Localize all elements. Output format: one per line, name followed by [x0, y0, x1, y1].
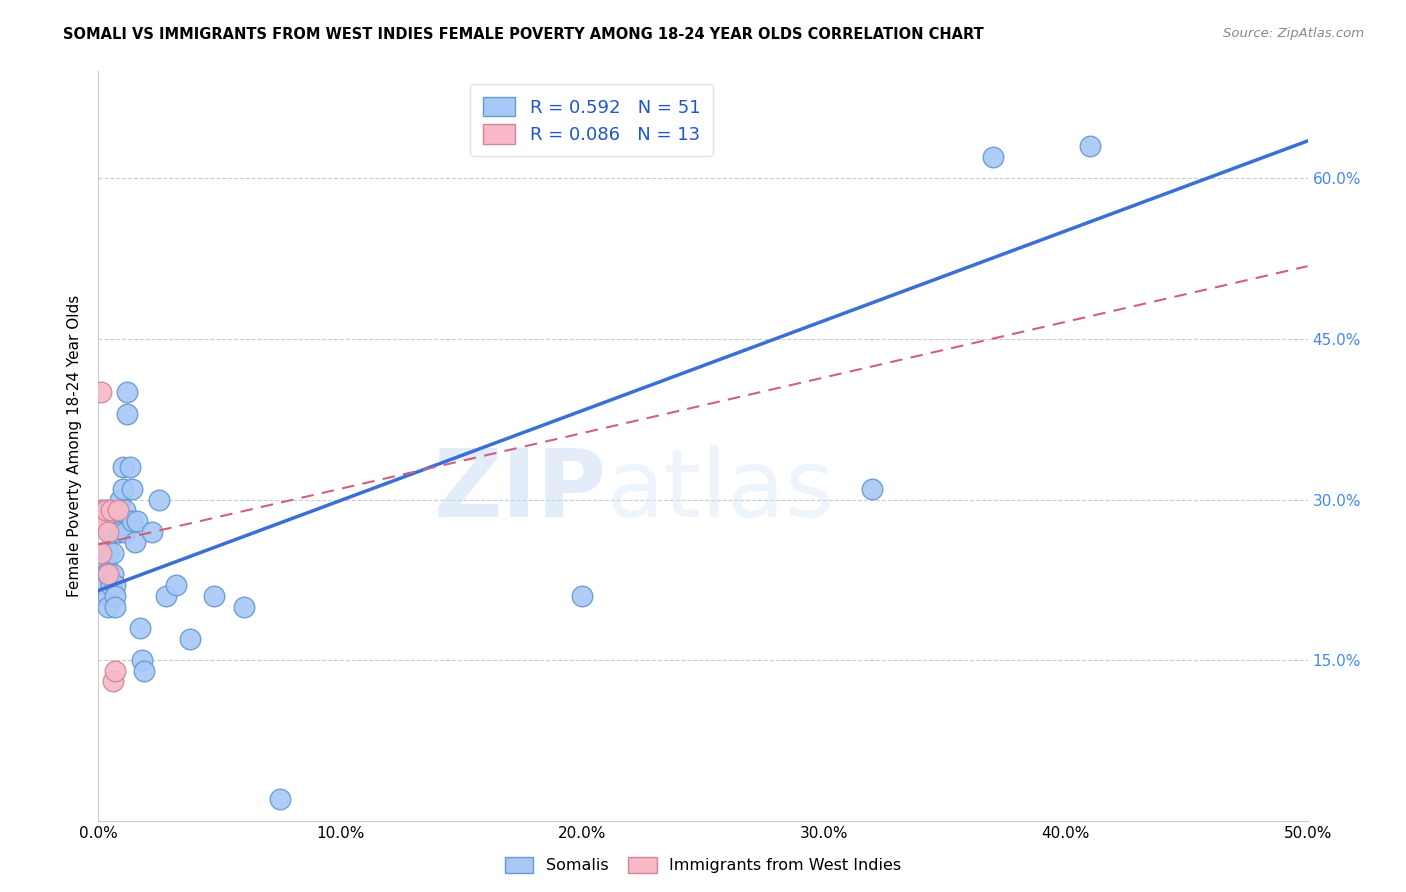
Point	[101, 524, 124, 539]
Point	[101, 546, 124, 560]
Point	[111, 482, 134, 496]
Point	[94, 557, 117, 571]
Point	[94, 503, 117, 517]
Point	[155, 589, 177, 603]
Point	[107, 503, 129, 517]
Point	[107, 524, 129, 539]
Point	[111, 460, 134, 475]
Point	[104, 599, 127, 614]
Point	[91, 514, 114, 528]
Point	[179, 632, 201, 646]
Text: ZIP: ZIP	[433, 445, 606, 537]
Point	[204, 589, 226, 603]
Point	[97, 599, 120, 614]
Text: atlas: atlas	[606, 445, 835, 537]
Point	[104, 664, 127, 678]
Point	[121, 514, 143, 528]
Point	[90, 557, 112, 571]
Text: Source: ZipAtlas.com: Source: ZipAtlas.com	[1223, 27, 1364, 40]
Point	[101, 674, 124, 689]
Point	[165, 578, 187, 592]
Point	[90, 546, 112, 560]
Point	[571, 589, 593, 603]
Point	[232, 599, 254, 614]
Point	[91, 503, 114, 517]
Point	[128, 621, 150, 635]
Point	[118, 460, 141, 475]
Point	[108, 492, 131, 507]
Point	[90, 546, 112, 560]
Point	[97, 589, 120, 603]
Point	[117, 385, 139, 400]
Text: SOMALI VS IMMIGRANTS FROM WEST INDIES FEMALE POVERTY AMONG 18-24 YEAR OLDS CORRE: SOMALI VS IMMIGRANTS FROM WEST INDIES FE…	[63, 27, 984, 42]
Point	[100, 578, 122, 592]
Point	[117, 407, 139, 421]
Point	[97, 567, 120, 582]
Point	[121, 482, 143, 496]
Legend: R = 0.592   N = 51, R = 0.086   N = 13: R = 0.592 N = 51, R = 0.086 N = 13	[470, 84, 713, 156]
Point	[114, 524, 136, 539]
Point	[148, 492, 170, 507]
Point	[91, 567, 114, 582]
Point	[94, 578, 117, 592]
Point	[104, 578, 127, 592]
Point	[97, 524, 120, 539]
Point	[124, 535, 146, 549]
Point	[114, 503, 136, 517]
Y-axis label: Female Poverty Among 18-24 Year Olds: Female Poverty Among 18-24 Year Olds	[67, 295, 83, 597]
Point	[141, 524, 163, 539]
Point	[100, 503, 122, 517]
Point	[1078, 139, 1101, 153]
Point	[91, 546, 114, 560]
Point	[90, 503, 112, 517]
Point	[981, 150, 1004, 164]
Point	[134, 664, 156, 678]
Point	[101, 567, 124, 582]
Legend: Somalis, Immigrants from West Indies: Somalis, Immigrants from West Indies	[498, 850, 908, 880]
Point	[94, 567, 117, 582]
Point	[131, 653, 153, 667]
Point	[127, 514, 149, 528]
Point	[100, 514, 122, 528]
Point	[94, 503, 117, 517]
Point	[90, 385, 112, 400]
Point	[269, 792, 291, 806]
Point	[100, 524, 122, 539]
Point	[108, 524, 131, 539]
Point	[107, 503, 129, 517]
Point	[91, 557, 114, 571]
Point	[97, 546, 120, 560]
Point	[860, 482, 883, 496]
Point	[97, 567, 120, 582]
Point	[104, 589, 127, 603]
